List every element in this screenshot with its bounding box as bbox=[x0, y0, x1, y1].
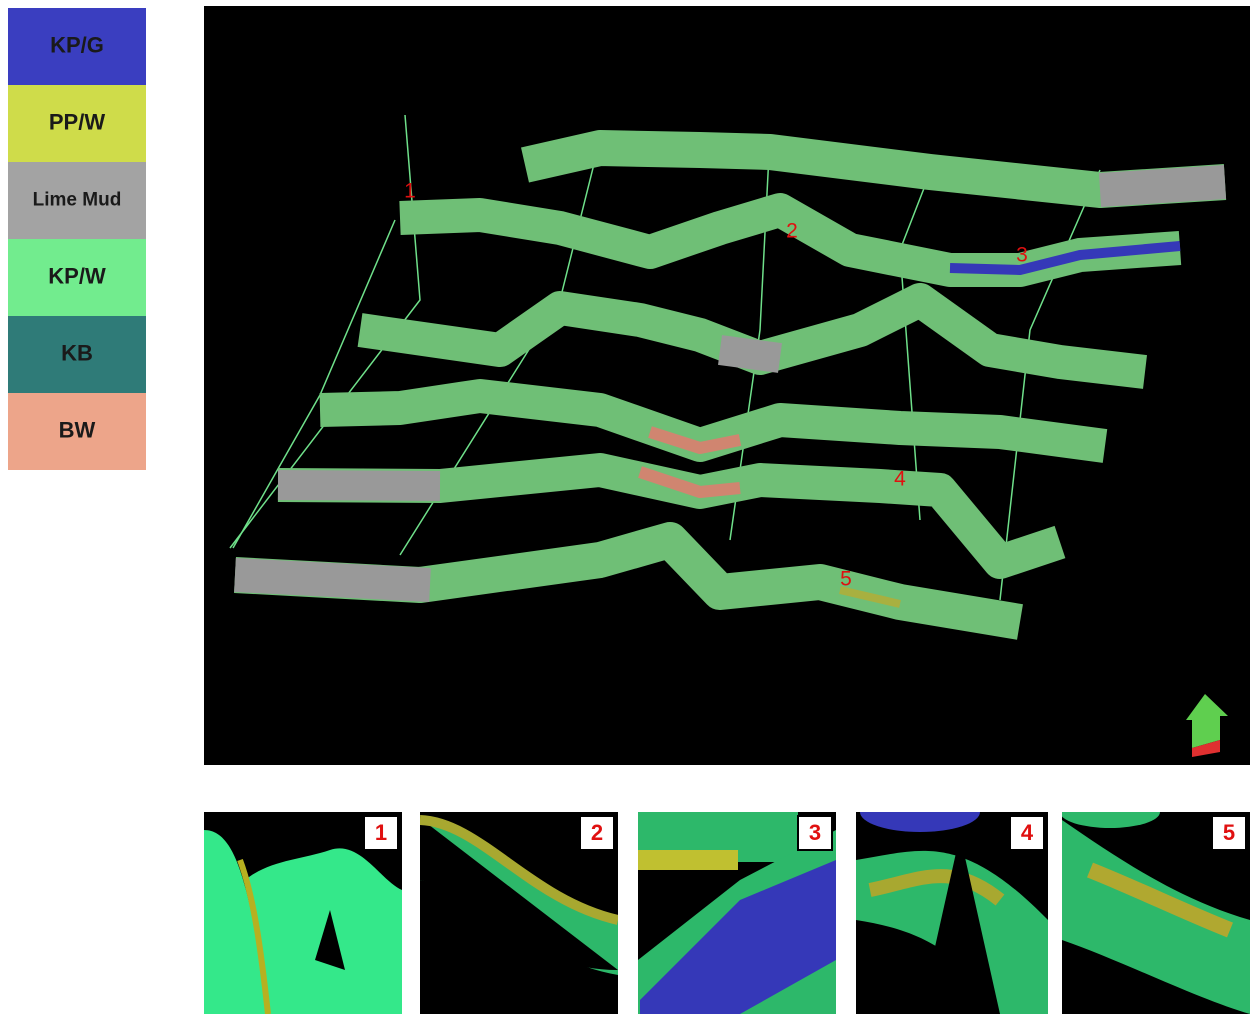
inset-label: 5 bbox=[1223, 820, 1235, 845]
marker-label: 2 bbox=[786, 220, 798, 243]
inset-label: 2 bbox=[591, 820, 603, 845]
legend-label: Lime Mud bbox=[33, 190, 122, 211]
inset-label: 4 bbox=[1021, 820, 1034, 845]
legend-label: KP/W bbox=[48, 263, 106, 288]
main-view bbox=[204, 6, 1250, 765]
inset-label: 3 bbox=[809, 820, 821, 845]
marker-label: 3 bbox=[1016, 244, 1028, 267]
legend-label: PP/W bbox=[49, 109, 105, 134]
figure: KP/G PP/W Lime Mud KP/W KB BW 1 2 3 4 5 bbox=[0, 0, 1250, 1014]
marker-label: 5 bbox=[840, 568, 852, 591]
marker-label: 4 bbox=[894, 468, 906, 491]
legend-label: KB bbox=[61, 340, 93, 365]
legend-label: KP/G bbox=[50, 32, 104, 57]
inset-label: 1 bbox=[375, 820, 387, 845]
marker-label: 1 bbox=[404, 180, 416, 203]
legend: KP/G PP/W Lime Mud KP/W KB BW bbox=[8, 8, 146, 470]
legend-label: BW bbox=[59, 417, 96, 442]
insets: 1 2 3 4 5 bbox=[204, 792, 1250, 1014]
